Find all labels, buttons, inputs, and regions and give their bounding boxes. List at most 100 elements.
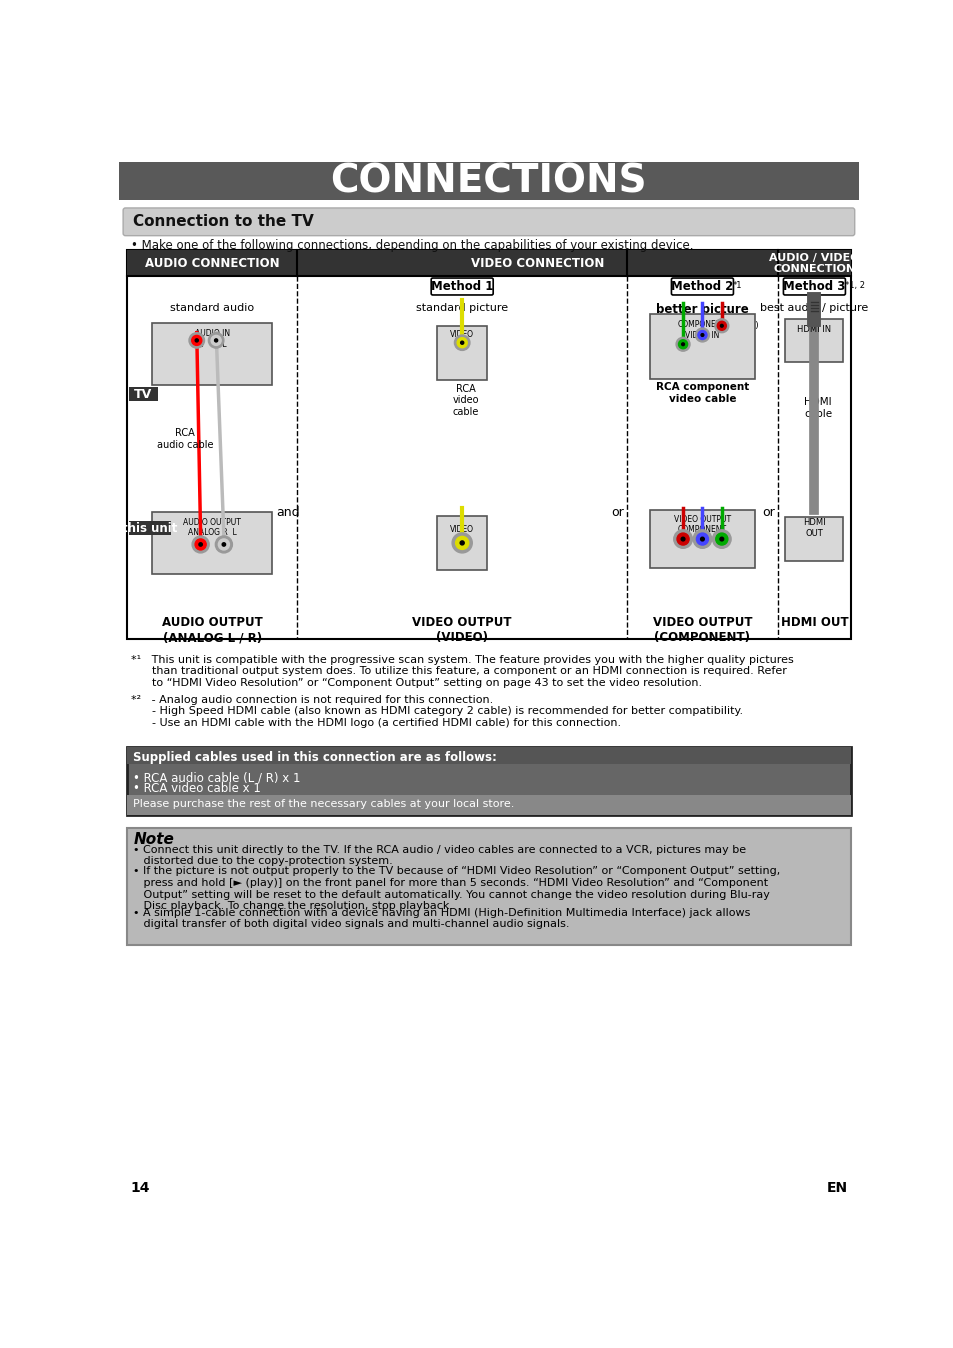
Text: *1: *1 bbox=[732, 282, 741, 290]
Circle shape bbox=[192, 537, 209, 553]
Circle shape bbox=[693, 530, 711, 549]
Circle shape bbox=[456, 338, 467, 348]
Text: • Make one of the following connections, depending on the capabilities of your e: • Make one of the following connections,… bbox=[131, 239, 693, 252]
Text: (Red): (Red) bbox=[735, 321, 758, 330]
Text: standard audio: standard audio bbox=[170, 303, 254, 313]
Text: (Green): (Green) bbox=[697, 340, 728, 349]
FancyBboxPatch shape bbox=[123, 208, 854, 236]
Text: Pb: Pb bbox=[697, 520, 707, 530]
Text: HDMI OUT: HDMI OUT bbox=[780, 616, 847, 630]
Circle shape bbox=[452, 532, 472, 553]
Text: VIDEO OUTPUT
(COMPONENT): VIDEO OUTPUT (COMPONENT) bbox=[652, 616, 751, 644]
Text: RCA
audio cable: RCA audio cable bbox=[156, 429, 213, 450]
Text: or: or bbox=[611, 506, 623, 519]
Text: EN: EN bbox=[825, 1181, 847, 1196]
Circle shape bbox=[456, 537, 468, 550]
Text: Pr: Pr bbox=[679, 520, 686, 530]
Text: HDMI IN: HDMI IN bbox=[797, 325, 831, 334]
Circle shape bbox=[211, 336, 221, 345]
Text: Supplied cables used in this connection are as follows:: Supplied cables used in this connection … bbox=[133, 751, 497, 764]
Text: *1, 2: *1, 2 bbox=[843, 282, 863, 290]
Circle shape bbox=[712, 530, 730, 549]
Text: better picture: better picture bbox=[656, 303, 748, 315]
Text: Note: Note bbox=[133, 832, 173, 847]
Text: and: and bbox=[276, 506, 299, 519]
Circle shape bbox=[459, 541, 464, 545]
Text: VIDEO
IN: VIDEO IN bbox=[450, 329, 474, 349]
Bar bbox=[127, 747, 850, 764]
Circle shape bbox=[215, 537, 233, 553]
Text: • A simple 1-cable connection with a device having an HDMI (High-Definition Mult: • A simple 1-cable connection with a dev… bbox=[133, 909, 750, 930]
Circle shape bbox=[681, 342, 683, 345]
Text: (Blue): (Blue) bbox=[716, 330, 741, 340]
Text: AUDIO / VIDEO
CONNECTION: AUDIO / VIDEO CONNECTION bbox=[768, 252, 859, 274]
Bar bbox=[127, 795, 850, 814]
Circle shape bbox=[720, 538, 723, 541]
Bar bbox=[778, 251, 850, 276]
Circle shape bbox=[195, 338, 198, 342]
Text: AUDIO IN
R        L: AUDIO IN R L bbox=[194, 329, 230, 349]
Text: VIDEO OUTPUT
(VIDEO): VIDEO OUTPUT (VIDEO) bbox=[412, 616, 512, 644]
Text: CONNECTIONS: CONNECTIONS bbox=[331, 162, 646, 200]
Bar bbox=[297, 251, 778, 276]
Text: VIDEO: VIDEO bbox=[450, 524, 474, 534]
Text: standard picture: standard picture bbox=[416, 303, 508, 313]
Text: HDMI
OUT: HDMI OUT bbox=[802, 518, 825, 538]
Circle shape bbox=[214, 338, 217, 342]
Circle shape bbox=[218, 539, 229, 550]
Circle shape bbox=[192, 336, 202, 345]
Bar bbox=[119, 162, 858, 201]
Text: TV: TV bbox=[134, 388, 152, 400]
Bar bbox=[649, 510, 754, 568]
Text: AUDIO CONNECTION: AUDIO CONNECTION bbox=[145, 257, 279, 270]
Bar bbox=[127, 251, 297, 276]
Bar bbox=[436, 516, 487, 570]
Circle shape bbox=[673, 530, 692, 549]
Bar bbox=[127, 747, 850, 814]
Circle shape bbox=[717, 321, 725, 330]
Text: AUDIO OUTPUT
(ANALOG L / R): AUDIO OUTPUT (ANALOG L / R) bbox=[162, 616, 262, 644]
Text: this unit: this unit bbox=[122, 522, 177, 535]
Circle shape bbox=[199, 543, 202, 546]
Circle shape bbox=[696, 532, 708, 545]
Text: (Green): (Green) bbox=[706, 550, 736, 559]
Text: HDMI
cable: HDMI cable bbox=[803, 398, 831, 419]
Text: or: or bbox=[761, 506, 774, 519]
Text: • Connect this unit directly to the TV. If the RCA audio / video cables are conn: • Connect this unit directly to the TV. … bbox=[133, 845, 745, 867]
Text: VIDEO OUTPUT
COMPONENT: VIDEO OUTPUT COMPONENT bbox=[673, 515, 730, 534]
Text: 14: 14 bbox=[131, 1181, 151, 1196]
Bar bbox=[649, 314, 754, 379]
Bar bbox=[436, 326, 487, 380]
Text: (Blue): (Blue) bbox=[690, 550, 713, 559]
Circle shape bbox=[222, 543, 225, 546]
Circle shape bbox=[194, 539, 206, 550]
Circle shape bbox=[700, 333, 703, 337]
Circle shape bbox=[698, 330, 706, 340]
Text: *¹   This unit is compatible with the progressive scan system. The feature provi: *¹ This unit is compatible with the prog… bbox=[131, 655, 793, 687]
Text: Method 2: Method 2 bbox=[671, 280, 733, 293]
Text: Method 1: Method 1 bbox=[431, 280, 493, 293]
Bar bbox=[127, 828, 850, 945]
Text: VIDEO CONNECTION: VIDEO CONNECTION bbox=[471, 257, 604, 270]
FancyBboxPatch shape bbox=[671, 278, 733, 295]
Text: Connection to the TV: Connection to the TV bbox=[133, 214, 314, 229]
FancyBboxPatch shape bbox=[782, 278, 844, 295]
Text: best audio / picture: best audio / picture bbox=[760, 303, 867, 313]
Text: Y: Y bbox=[719, 520, 723, 530]
Circle shape bbox=[454, 336, 470, 350]
Text: (Red): (Red) bbox=[672, 550, 693, 559]
Circle shape bbox=[189, 333, 204, 348]
Circle shape bbox=[700, 538, 703, 541]
Circle shape bbox=[680, 538, 684, 541]
Circle shape bbox=[208, 333, 224, 348]
Circle shape bbox=[715, 532, 727, 545]
Text: Method 3: Method 3 bbox=[782, 280, 844, 293]
Text: • RCA audio cable (L / R) x 1: • RCA audio cable (L / R) x 1 bbox=[133, 771, 300, 785]
Text: • If the picture is not output properly to the TV because of “HDMI Video Resolut: • If the picture is not output properly … bbox=[133, 867, 780, 911]
Text: Please purchase the rest of the necessary cables at your local store.: Please purchase the rest of the necessar… bbox=[133, 799, 514, 809]
Circle shape bbox=[676, 337, 689, 352]
Circle shape bbox=[678, 340, 687, 349]
Text: RCA component
video cable: RCA component video cable bbox=[655, 381, 748, 403]
Bar bbox=[784, 319, 842, 361]
Text: COMPONENT
VIDEO IN: COMPONENT VIDEO IN bbox=[678, 321, 726, 340]
